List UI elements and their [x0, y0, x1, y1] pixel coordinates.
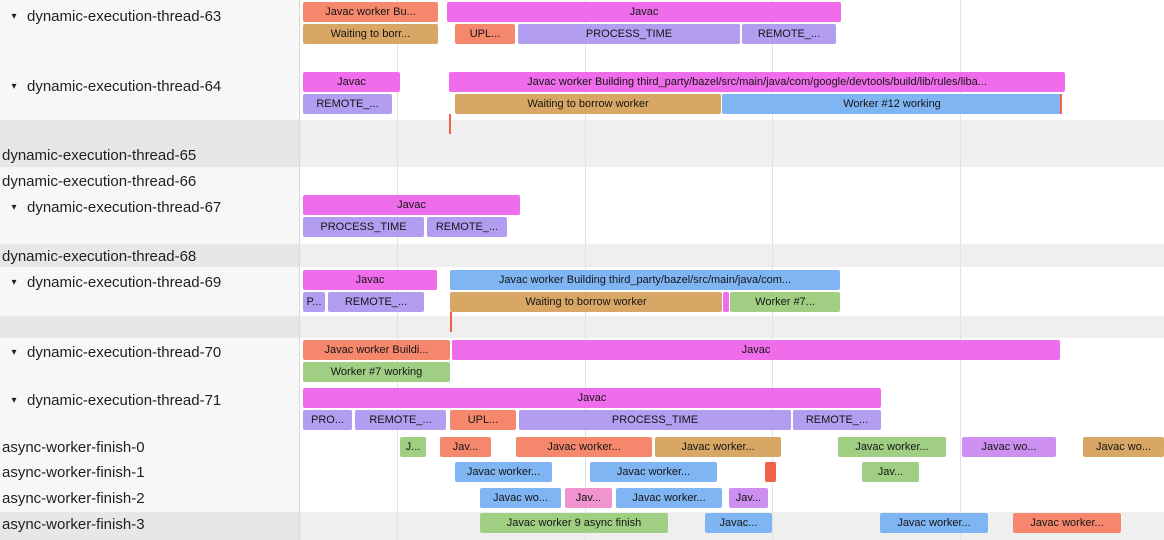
trace-slice[interactable]: Javac worker... — [590, 462, 717, 482]
trace-slice[interactable]: Waiting to borr... — [303, 24, 438, 44]
track-label[interactable]: dynamic-execution-thread-68 — [0, 246, 296, 266]
track-label[interactable]: ▾ dynamic-execution-thread-69 — [0, 272, 296, 292]
expand-arrow-icon[interactable]: ▾ — [11, 276, 17, 288]
trace-slice[interactable]: Javac wo... — [480, 488, 561, 508]
trace-slice[interactable]: Javac — [303, 388, 881, 408]
trace-slice[interactable]: REMOTE_... — [742, 24, 836, 44]
track-name: async-worker-finish-3 — [2, 515, 145, 533]
red-marker[interactable] — [450, 312, 452, 332]
track-name: dynamic-execution-thread-68 — [2, 247, 197, 265]
red-marker[interactable] — [449, 114, 451, 134]
expand-arrow-icon[interactable]: ▾ — [11, 10, 17, 22]
trace-slice[interactable]: Javac worker... — [455, 462, 552, 482]
trace-slice[interactable] — [723, 292, 729, 312]
track-name: dynamic-execution-thread-66 — [2, 172, 197, 190]
track-name: dynamic-execution-thread-70 — [27, 343, 222, 361]
track-name: async-worker-finish-1 — [2, 463, 145, 481]
track-label[interactable]: async-worker-finish-3 — [0, 514, 296, 534]
trace-slice[interactable]: PRO... — [303, 410, 352, 430]
trace-slice[interactable]: Javac — [303, 195, 520, 215]
trace-slice[interactable]: PROCESS_TIME — [519, 410, 791, 430]
trace-slice[interactable]: Javac worker... — [1013, 513, 1121, 533]
trace-slice[interactable]: Javac wo... — [1083, 437, 1164, 457]
track-name: dynamic-execution-thread-65 — [2, 146, 197, 164]
track-name: dynamic-execution-thread-71 — [27, 391, 222, 409]
track-name: async-worker-finish-0 — [2, 438, 145, 456]
track-label[interactable]: async-worker-finish-1 — [0, 462, 296, 482]
track-label[interactable]: dynamic-execution-thread-66 — [0, 171, 296, 191]
trace-slice[interactable]: Javac worker... — [838, 437, 946, 457]
trace-slice[interactable]: Javac worker Building third_party/bazel/… — [450, 270, 840, 290]
expand-arrow-icon[interactable]: ▾ — [11, 80, 17, 92]
trace-slice[interactable]: REMOTE_... — [427, 217, 507, 237]
trace-slice[interactable]: Jav... — [862, 462, 919, 482]
trace-slice[interactable]: PROCESS_TIME — [518, 24, 740, 44]
track-name: async-worker-finish-2 — [2, 489, 145, 507]
trace-slice[interactable]: Javac wo... — [962, 437, 1056, 457]
trace-slice[interactable]: Javac worker... — [516, 437, 652, 457]
trace-slice[interactable]: Javac... — [705, 513, 772, 533]
row-background — [0, 120, 1164, 167]
trace-slice[interactable]: Javac worker... — [880, 513, 988, 533]
trace-slice[interactable]: UPL... — [450, 410, 516, 430]
trace-slice[interactable]: Javac — [303, 72, 400, 92]
trace-slice[interactable]: Javac worker Bu... — [303, 2, 438, 22]
trace-slice[interactable]: REMOTE_... — [303, 94, 392, 114]
row-background — [0, 316, 1164, 338]
trace-slice[interactable] — [765, 462, 776, 482]
trace-slice[interactable]: J... — [400, 437, 426, 457]
trace-slice[interactable]: Waiting to borrow worker — [455, 94, 721, 114]
track-name: dynamic-execution-thread-67 — [27, 198, 222, 216]
trace-slice[interactable]: Javac worker Buildi... — [303, 340, 450, 360]
trace-slice[interactable]: Javac — [452, 340, 1060, 360]
track-name: dynamic-execution-thread-64 — [27, 77, 222, 95]
expand-arrow-icon[interactable]: ▾ — [11, 201, 17, 213]
trace-slice[interactable]: Waiting to borrow worker — [450, 292, 722, 312]
trace-slice[interactable]: P... — [303, 292, 325, 312]
trace-slice[interactable]: Worker #7 working — [303, 362, 450, 382]
track-name: dynamic-execution-thread-63 — [27, 7, 222, 25]
track-label[interactable]: ▾ dynamic-execution-thread-70 — [0, 342, 296, 362]
track-label[interactable]: async-worker-finish-2 — [0, 488, 296, 508]
red-marker[interactable] — [1060, 94, 1062, 114]
trace-slice[interactable]: UPL... — [455, 24, 515, 44]
track-label[interactable]: ▾ dynamic-execution-thread-64 — [0, 76, 296, 96]
trace-slice[interactable]: Javac worker Building third_party/bazel/… — [449, 72, 1065, 92]
trace-slice[interactable]: Worker #12 working — [722, 94, 1062, 114]
track-label[interactable]: dynamic-execution-thread-65 — [0, 145, 296, 165]
trace-slice[interactable]: Jav... — [440, 437, 491, 457]
trace-slice[interactable]: REMOTE_... — [793, 410, 881, 430]
trace-slice[interactable]: Javac worker... — [616, 488, 722, 508]
expand-arrow-icon[interactable]: ▾ — [11, 394, 17, 406]
row-background — [0, 244, 1164, 267]
trace-slice[interactable]: PROCESS_TIME — [303, 217, 424, 237]
track-label[interactable]: ▾ dynamic-execution-thread-63 — [0, 6, 296, 26]
trace-slice[interactable]: REMOTE_... — [328, 292, 424, 312]
track-label[interactable]: ▾ dynamic-execution-thread-67 — [0, 197, 296, 217]
trace-slice[interactable]: Worker #7... — [730, 292, 840, 312]
trace-slice[interactable]: Jav... — [729, 488, 768, 508]
trace-slice[interactable]: REMOTE_... — [355, 410, 446, 430]
expand-arrow-icon[interactable]: ▾ — [11, 346, 17, 358]
trace-slice[interactable]: Jav... — [565, 488, 612, 508]
trace-slice[interactable]: Javac worker... — [655, 437, 781, 457]
trace-slice[interactable]: Javac worker 9 async finish — [480, 513, 668, 533]
track-label[interactable]: ▾ dynamic-execution-thread-71 — [0, 390, 296, 410]
trace-slice[interactable]: Javac — [447, 2, 841, 22]
track-label[interactable]: async-worker-finish-0 — [0, 437, 296, 457]
track-name-panel — [0, 0, 300, 540]
gridline — [960, 0, 961, 540]
trace-slice[interactable]: Javac — [303, 270, 437, 290]
track-name: dynamic-execution-thread-69 — [27, 273, 222, 291]
